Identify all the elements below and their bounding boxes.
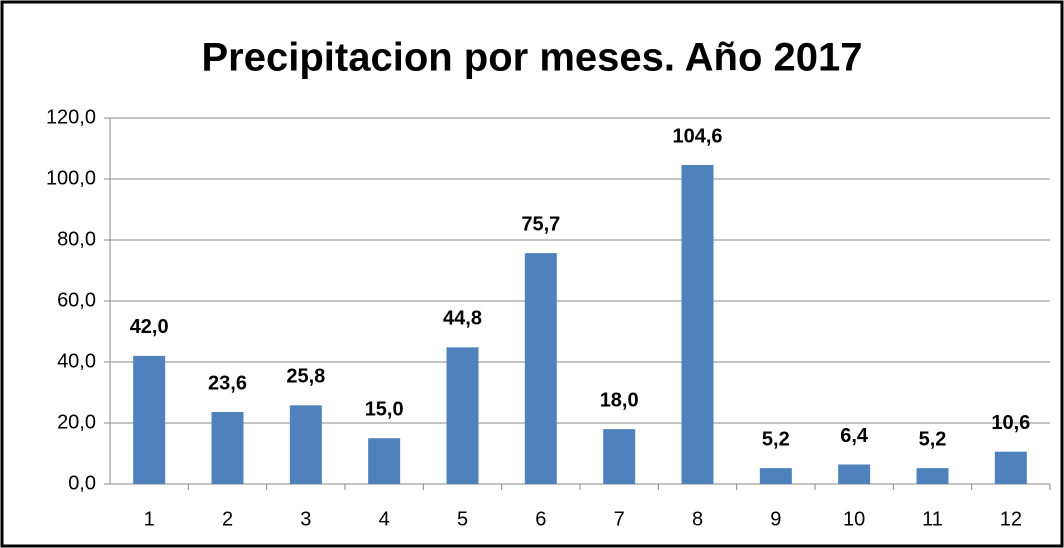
bar [838, 464, 871, 484]
value-label: 5,2 [919, 428, 947, 450]
value-label: 42,0 [130, 316, 169, 338]
y-tick-label: 120,0 [46, 106, 96, 128]
bar [603, 429, 636, 484]
value-label: 5,2 [762, 428, 790, 450]
bar [211, 412, 244, 484]
y-tick-label: 60,0 [57, 289, 96, 311]
x-tick-label: 2 [222, 508, 233, 530]
value-label: 44,8 [443, 308, 482, 330]
x-tick-label: 10 [843, 508, 865, 530]
x-tick-label: 6 [535, 508, 546, 530]
bar [994, 451, 1027, 484]
bar [446, 347, 479, 484]
value-label: 18,0 [600, 389, 639, 411]
bar [524, 253, 557, 484]
x-tick-label: 4 [379, 508, 390, 530]
x-tick-label: 11 [922, 508, 943, 530]
x-tick-label: 8 [692, 508, 703, 530]
x-tick-label: 9 [770, 508, 781, 530]
x-tick-label: 3 [300, 508, 311, 530]
y-tick-label: 100,0 [46, 167, 96, 189]
value-label: 10,6 [991, 412, 1030, 434]
y-tick-label: 40,0 [57, 350, 96, 372]
value-label: 104,6 [672, 125, 722, 147]
y-tick-label: 20,0 [57, 411, 96, 433]
bar [368, 438, 401, 484]
bar [759, 468, 792, 484]
value-label: 15,0 [365, 399, 404, 421]
chart-title: Precipitacion por meses. Año 2017 [202, 36, 863, 80]
value-label: 23,6 [208, 372, 247, 394]
bar [681, 164, 714, 484]
x-tick-label: 12 [1000, 508, 1022, 530]
y-tick-label: 0,0 [68, 472, 96, 494]
bar [133, 355, 166, 484]
bar [916, 468, 949, 484]
x-tick-label: 1 [144, 508, 155, 530]
y-tick-label: 80,0 [57, 228, 96, 250]
x-tick-label: 5 [457, 508, 468, 530]
value-label: 25,8 [286, 366, 325, 388]
value-label: 6,4 [840, 425, 869, 447]
bar [289, 405, 322, 484]
value-label: 75,7 [521, 213, 560, 235]
x-tick-label: 7 [614, 508, 625, 530]
